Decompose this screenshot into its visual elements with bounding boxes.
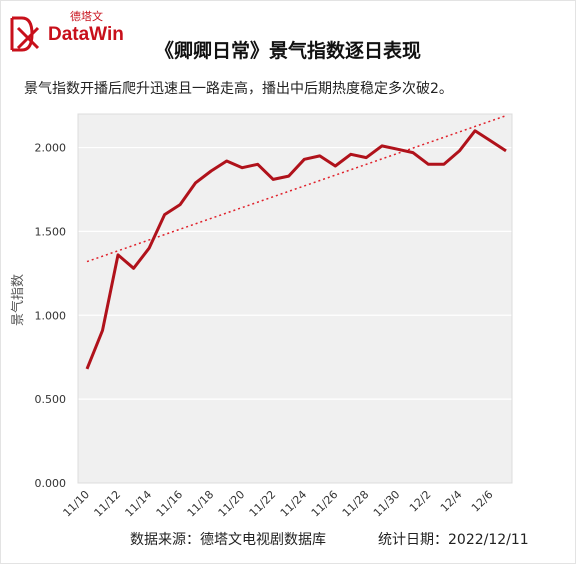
x-tick-label: 11/30 bbox=[371, 488, 403, 520]
series-line bbox=[85, 129, 507, 370]
trend-line bbox=[86, 114, 507, 263]
x-tick-label: 11/24 bbox=[278, 488, 310, 520]
x-tick-label: 11/14 bbox=[123, 488, 155, 520]
x-tick-label: 12/6 bbox=[469, 488, 496, 515]
brand-en: DataWin bbox=[48, 24, 124, 45]
brand-cn: 德塔文 bbox=[70, 10, 103, 23]
y-tick-label: 0.500 bbox=[35, 393, 67, 406]
x-tick-label: 11/10 bbox=[61, 488, 93, 520]
datawin-logo-icon bbox=[10, 16, 40, 52]
x-tick-label: 11/16 bbox=[154, 488, 186, 520]
x-tick-label: 12/4 bbox=[438, 488, 465, 515]
y-tick-label: 0.000 bbox=[35, 477, 67, 490]
plot-border bbox=[77, 113, 513, 484]
stat-date: 统计日期：2022/12/11 bbox=[378, 532, 529, 548]
x-tick-label: 11/12 bbox=[92, 488, 124, 520]
x-axis-ticks: 11/10 11/12 11/14 11/16 11/18 11/20 11/22 11/24… bbox=[61, 488, 496, 520]
x-tick-label: 12/2 bbox=[407, 488, 434, 515]
brand-logo: 德塔文 DataWin bbox=[8, 8, 128, 54]
x-tick-label: 11/20 bbox=[216, 488, 248, 520]
x-tick-label: 11/28 bbox=[340, 488, 372, 520]
x-tick-label: 11/22 bbox=[247, 488, 279, 520]
x-tick-label: 11/26 bbox=[309, 488, 341, 520]
y-tick-label: 1.500 bbox=[35, 225, 67, 238]
chart-title: 《卿卿日常》景气指数逐日表现 bbox=[154, 40, 421, 62]
y-axis-ticks: 0.000 0.500 1.000 1.500 2.000 bbox=[35, 142, 67, 490]
y-axis-label: 景气指数 bbox=[10, 274, 26, 326]
y-tick-label: 1.000 bbox=[35, 309, 67, 322]
grid-lines bbox=[77, 113, 513, 484]
y-tick-label: 2.000 bbox=[35, 142, 67, 155]
plot-area bbox=[78, 114, 512, 483]
chart-subtitle: 景气指数开播后爬升迅速且一路走高，播出中后期热度稳定多次破2。 bbox=[24, 81, 453, 97]
data-source: 数据来源：德塔文电视剧数据库 bbox=[130, 532, 326, 548]
x-tick-label: 11/18 bbox=[185, 488, 217, 520]
